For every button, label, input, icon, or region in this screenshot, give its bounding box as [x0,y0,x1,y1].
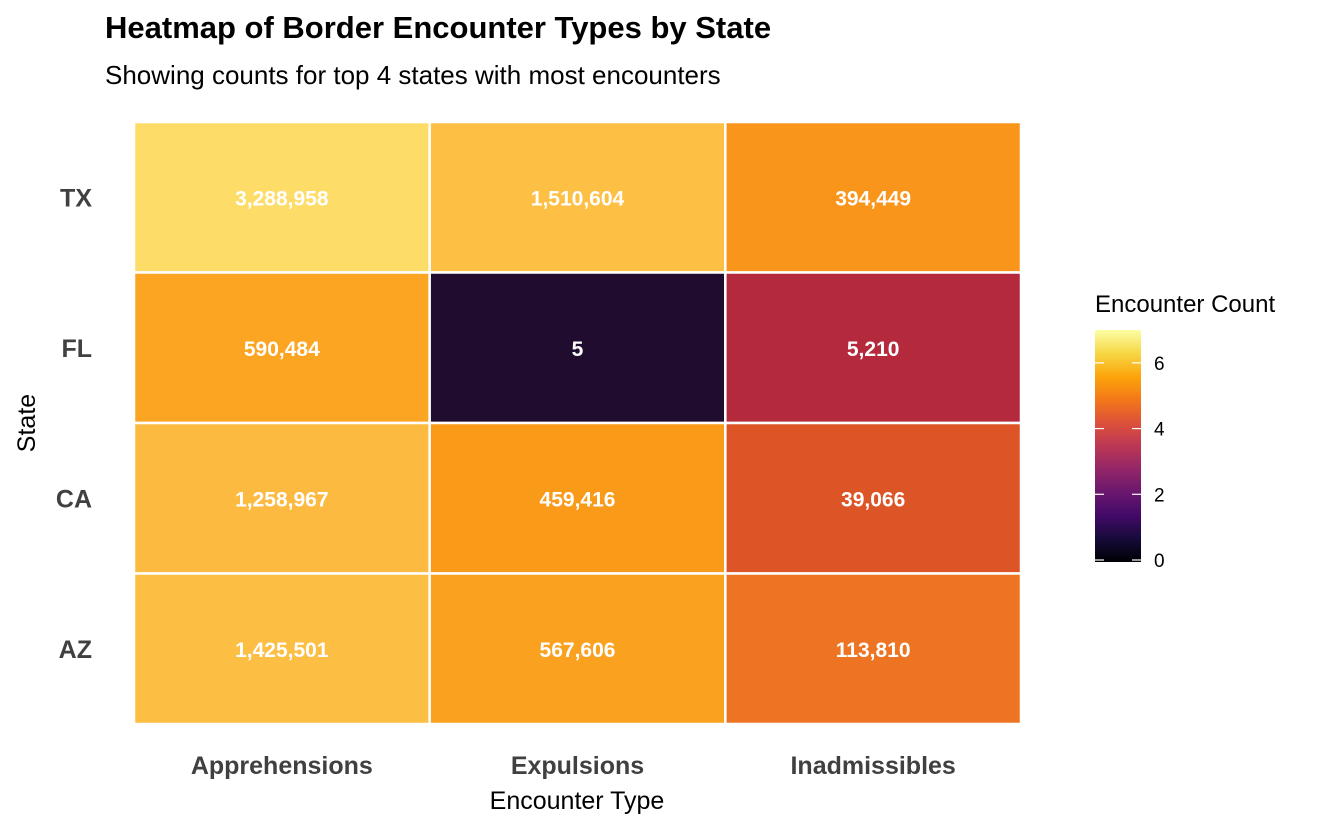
chart-title: Heatmap of Border Encounter Types by Sta… [105,10,772,45]
legend-tick-label: 6 [1154,354,1165,375]
cell-value-label: 1,510,604 [531,187,625,210]
heatmap-cells [132,120,1023,726]
cell-value-label: 1,258,967 [235,488,328,511]
cell-value-label: 5 [572,338,584,361]
cell-value-label: 567,606 [540,639,616,662]
cell-value-label: 590,484 [244,338,320,361]
legend-tick-label: 0 [1154,551,1165,572]
x-tick-label: Expulsions [511,752,644,780]
heatmap-cell [132,271,431,425]
cell-value-label: 113,810 [836,639,911,662]
cell-value-label: 1,425,501 [235,639,329,662]
y-tick-label: AZ [59,636,92,664]
y-tick-label: FL [61,335,92,363]
heatmap-cell [132,421,431,575]
x-tick-label: Apprehensions [191,752,373,780]
y-tick-label: TX [60,184,92,212]
cell-value-label: 5,210 [847,338,900,361]
chart-subtitle: Showing counts for top 4 states with mos… [105,60,721,90]
cell-labels: 3,288,958 1,510,604 394,449 590,484 5 5,210 1,… [235,187,911,662]
legend-tick-label: 4 [1154,420,1165,441]
heatmap-cell [724,572,1023,726]
heatmap-cell [428,271,727,425]
cell-value-label: 459,416 [540,488,616,511]
heatmap-cell [724,120,1023,274]
y-tick-label: CA [56,485,92,513]
heatmap-cell [428,421,727,575]
cell-value-label: 39,066 [841,488,905,511]
cell-value-label: 3,288,958 [235,187,329,210]
legend-title: Encounter Count [1095,291,1275,318]
x-axis-ticks: Apprehensions Expulsions Inadmissibles [191,752,956,780]
y-axis-ticks: TX FL CA AZ [56,184,92,664]
y-axis-label: State [13,394,41,452]
cell-value-label: 394,449 [835,187,911,210]
legend-colorbar [1095,330,1141,562]
heatmap-cell [428,572,727,726]
heatmap-cell [132,572,431,726]
x-axis-label: Encounter Type [490,787,665,815]
legend: Encounter Count 6 4 2 0 [1095,291,1275,572]
legend-ticks: 6 4 2 0 [1095,354,1165,572]
legend-tick-label: 2 [1154,485,1165,506]
x-tick-label: Inadmissibles [790,752,955,780]
heatmap-cell [724,271,1023,425]
